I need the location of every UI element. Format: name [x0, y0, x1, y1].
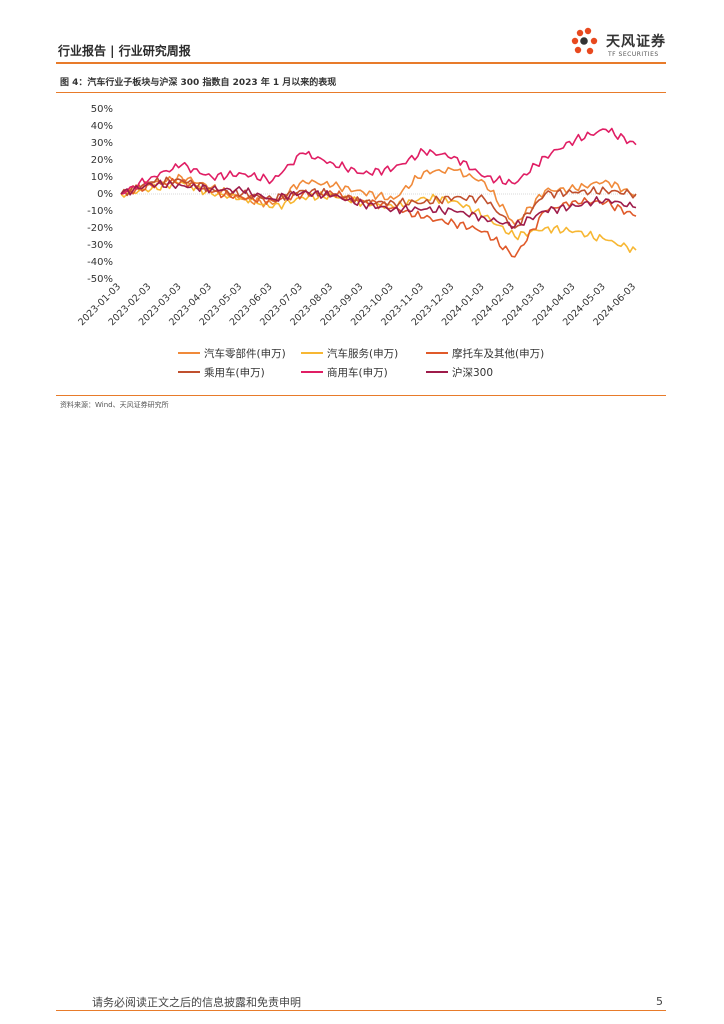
y-tick-label: -30% [87, 240, 113, 251]
logo-petal-icon [590, 37, 598, 45]
logo-subtitle: TF SECURITIES [608, 51, 659, 58]
y-tick-label: -50% [87, 274, 113, 285]
y-tick-label: 20% [91, 155, 113, 166]
legend-item: 沪深300 [426, 366, 493, 379]
legend-label: 汽车零部件(申万) [204, 347, 286, 360]
logo-center-icon [580, 37, 588, 45]
series-line [120, 127, 637, 195]
company-logo [571, 27, 598, 55]
header-divider [56, 62, 666, 64]
legend-item: 商用车(申万) [301, 366, 388, 379]
logo-petal-icon [571, 37, 579, 45]
footer-divider [56, 1010, 666, 1011]
footer-disclaimer: 请务必阅读正文之后的信息披露和免责申明 [92, 996, 301, 1009]
y-tick-label: 30% [91, 138, 113, 149]
legend-item: 汽车服务(申万) [301, 347, 398, 360]
y-tick-label: -40% [87, 257, 113, 268]
y-tick-label: -10% [87, 206, 113, 217]
figure-title: 图 4：汽车行业子板块与沪深 300 指数自 2023 年 1 月以来的表现 [60, 78, 337, 88]
figure-top-divider [56, 92, 666, 93]
series-line [120, 166, 637, 226]
legend-label: 汽车服务(申万) [327, 347, 398, 360]
logo-petal-icon [584, 27, 592, 35]
performance-line-chart: -50% -40% -30% -20% -10% 0% 10% 20% 30% 40% 50% 20… [76, 104, 638, 379]
series-line [120, 179, 637, 230]
legend-item: 乘用车(申万) [178, 366, 265, 379]
y-tick-label: 50% [91, 104, 113, 115]
x-axis: 2023-01-032023-02-032023-03-032023-04-03… [76, 281, 638, 328]
y-tick-label: 40% [91, 121, 113, 132]
logo-petal-icon [586, 47, 594, 55]
figure-bottom-divider [56, 395, 666, 396]
series-line [120, 176, 637, 229]
y-axis: -50% -40% -30% -20% -10% 0% 10% 20% 30% 40% 50% [87, 104, 113, 285]
y-tick-label: 10% [91, 172, 113, 183]
logo-name: 天风证券 [606, 34, 666, 50]
logo-petal-icon [576, 29, 584, 37]
legend-label: 沪深300 [452, 366, 493, 379]
legend-label: 乘用车(申万) [204, 366, 265, 379]
report-header-title: 行业报告 | 行业研究周报 [58, 44, 191, 58]
legend-label: 商用车(申万) [327, 366, 388, 379]
legend-label: 摩托车及其他(申万) [452, 347, 544, 360]
y-tick-label: 0% [97, 189, 113, 200]
series-lines [120, 127, 637, 258]
series-line [120, 180, 637, 253]
figure-source: 资料来源：Wind、天风证券研究所 [60, 401, 169, 409]
legend-item: 摩托车及其他(申万) [426, 347, 544, 360]
y-tick-label: -20% [87, 223, 113, 234]
chart-legend: 汽车零部件(申万) 汽车服务(申万) 摩托车及其他(申万) 乘用车(申万) 商用车(申万… [178, 347, 544, 379]
page-number: 5 [656, 995, 663, 1008]
logo-petal-icon [574, 46, 582, 54]
legend-item: 汽车零部件(申万) [178, 347, 286, 360]
